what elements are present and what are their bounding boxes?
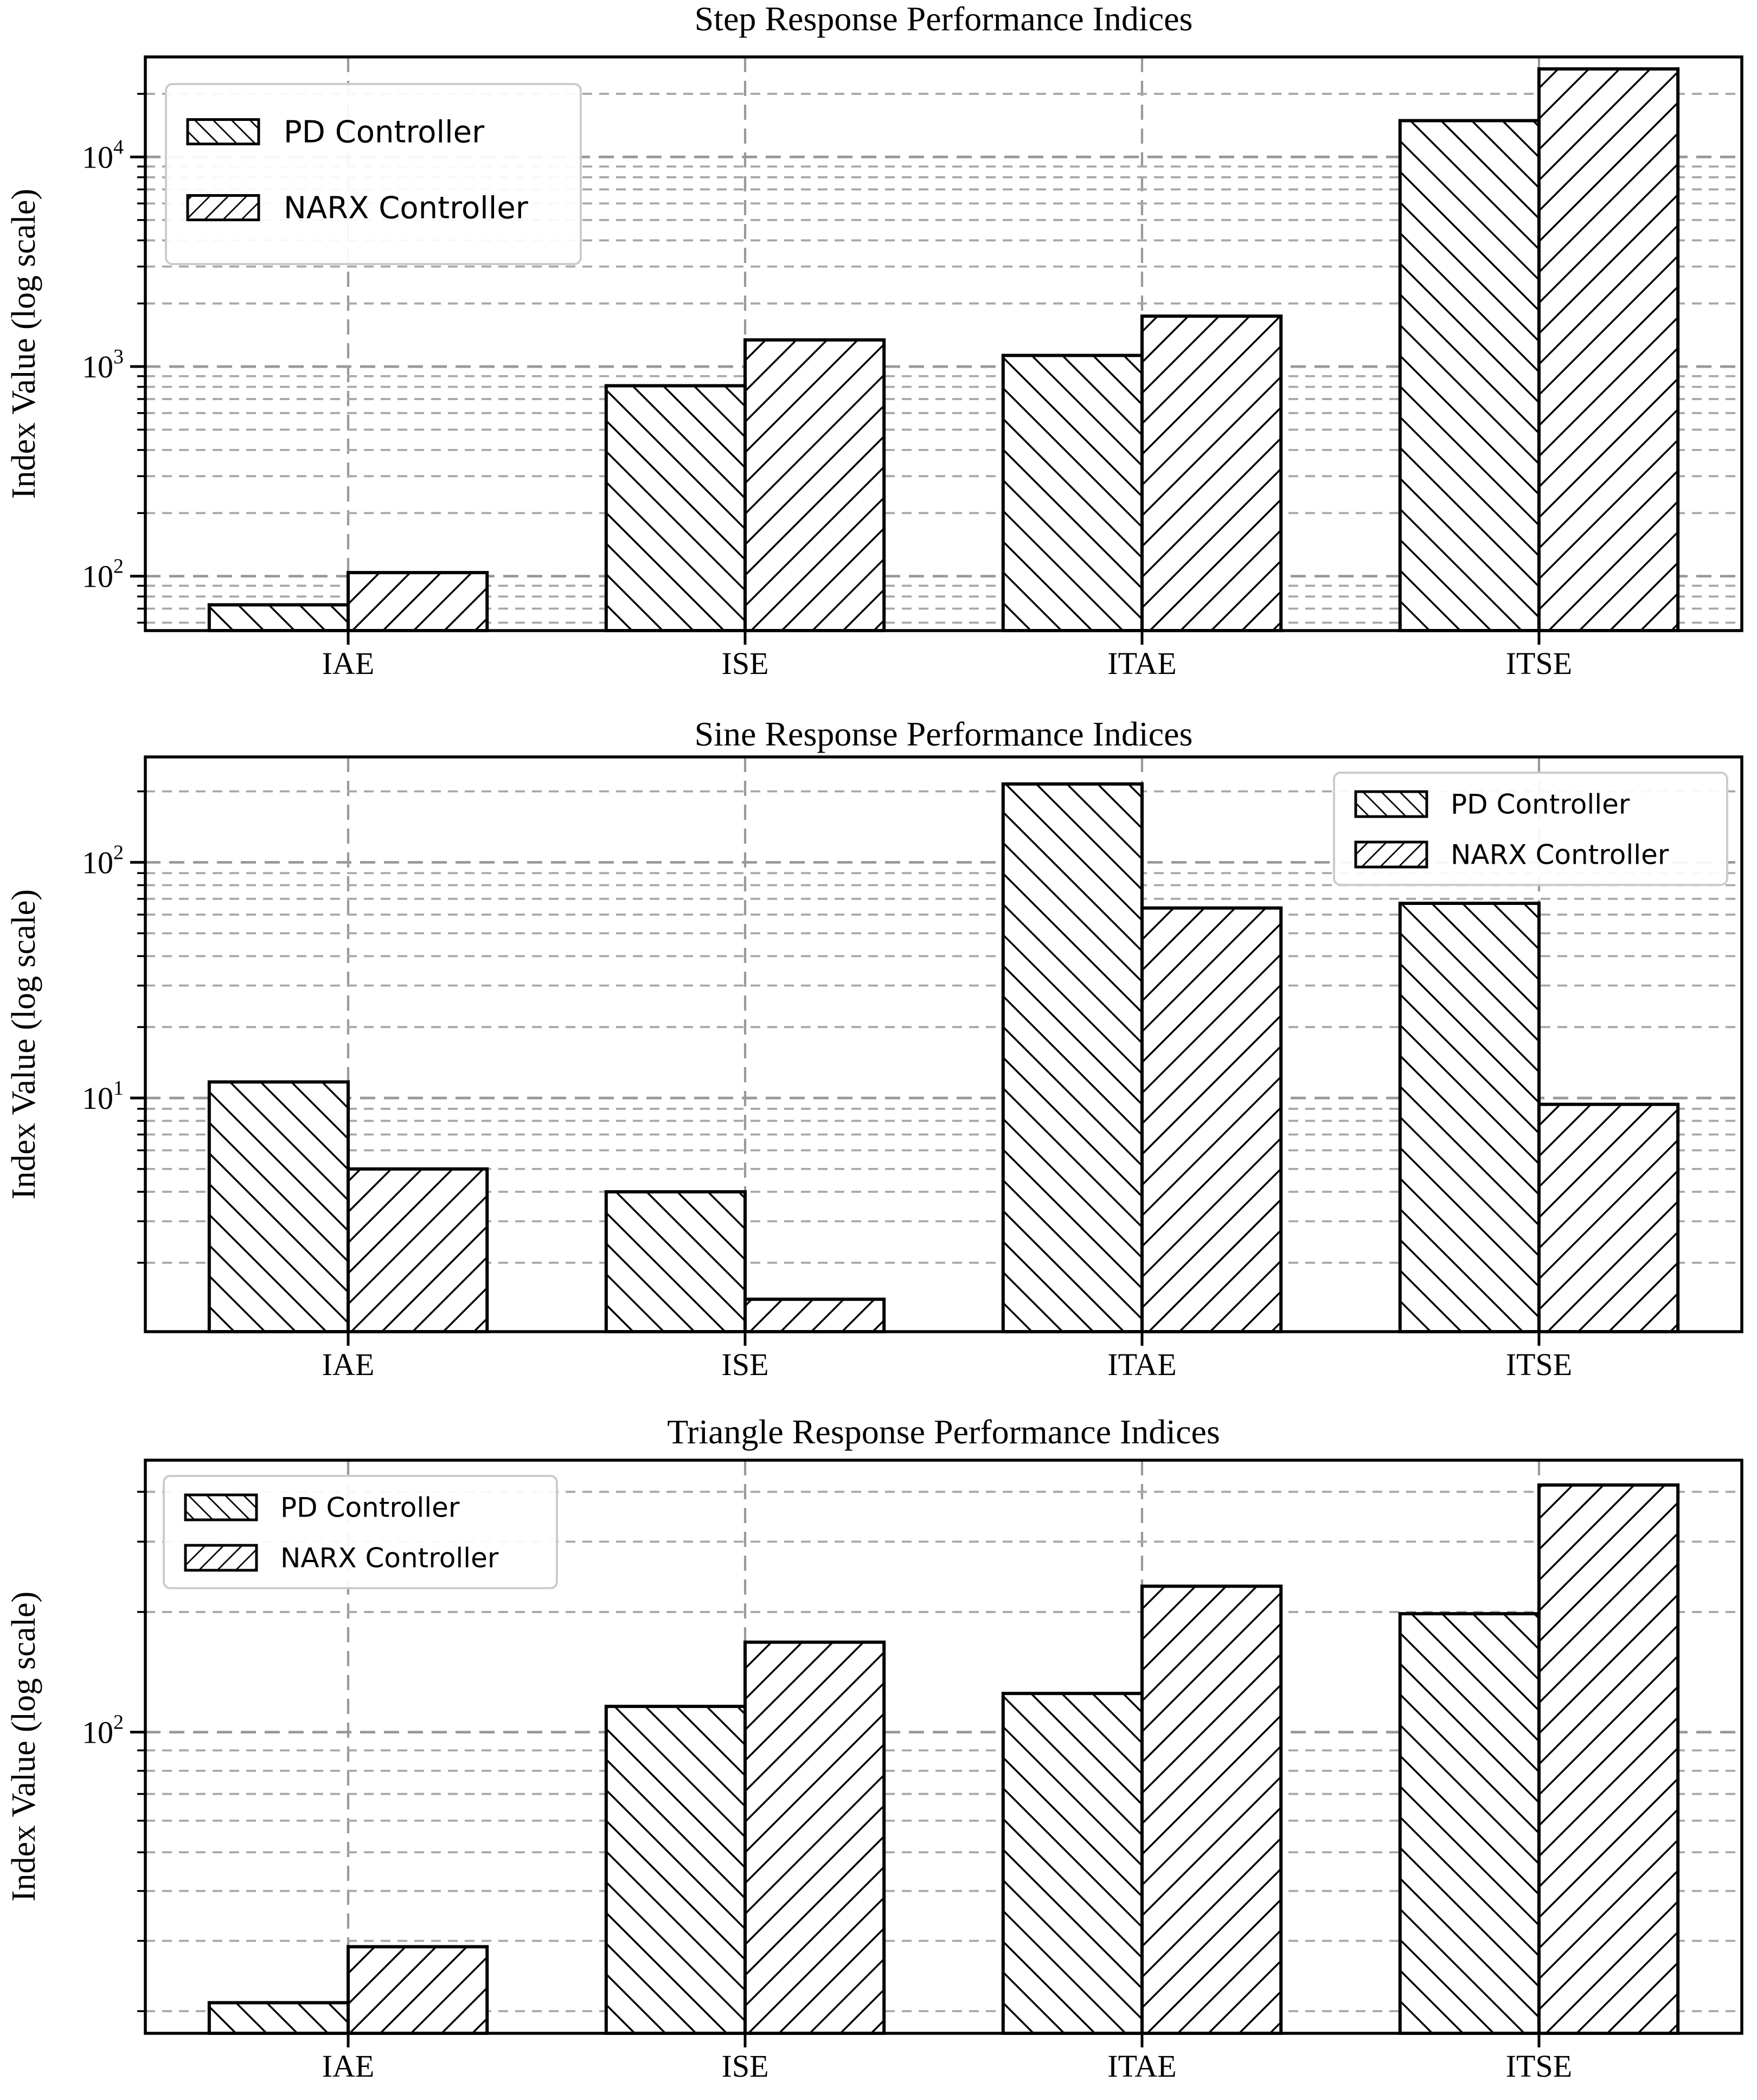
narx-bar-ise [743, 1298, 886, 1334]
sine-response-svg: 101 102 IAE ISE ITAE ITSE PD Controller NARX Co… [5, 715, 1743, 1382]
y-ticks [130, 93, 145, 624]
y-ticks [130, 790, 145, 1264]
sine-plot-area: 101 102 IAE ISE ITAE ITSE PD Controller NARX Co… [82, 755, 1743, 1382]
x-tick-label: ISE [722, 2048, 769, 2084]
x-tick-label: ITAE [1107, 2048, 1176, 2084]
axes-spines [144, 1459, 1743, 2035]
y-tick-label: 102 [82, 841, 124, 880]
legend-box [163, 1475, 558, 1589]
legend: PD Controller NARX Controller [1333, 772, 1728, 886]
narx-legend-swatch [1354, 840, 1428, 869]
pd-bar-ise [604, 1190, 747, 1333]
x-tick-label: IAE [322, 1347, 375, 1382]
y-axis-label: Index Value (log scale) [5, 1591, 42, 1902]
y-tick-labels: 101 102 [82, 841, 124, 1116]
x-tick-label: ITSE [1506, 2048, 1572, 2084]
y-tick-label: 102 [82, 1711, 124, 1750]
x-tick-label: IAE [322, 2048, 375, 2084]
legend-label: NARX Controller [284, 191, 529, 226]
y-tick-labels: 102 103 104 [82, 136, 124, 594]
legend: PD Controller NARX Controller [163, 1475, 558, 1589]
legend: PD Controller NARX Controller [165, 83, 582, 265]
y-tick-label: 101 [82, 1077, 124, 1116]
pd-bar-itse [1398, 901, 1541, 1333]
narx-bar-itse [1537, 1483, 1680, 2035]
pd-bar-ise [604, 1705, 747, 2035]
pd-bar-iae [207, 1080, 350, 1333]
pd-legend-swatch [184, 1493, 258, 1521]
legend-label: NARX Controller [280, 1543, 499, 1574]
chart-title: Step Response Performance Indices [695, 0, 1193, 38]
pd-bar-iae [207, 603, 350, 632]
legend-label: PD Controller [284, 115, 485, 150]
y-tick-label: 104 [82, 136, 124, 175]
bars [207, 1483, 1680, 2035]
x-tick-label: ITAE [1107, 1347, 1176, 1382]
pd-bar-iae [207, 2001, 350, 2035]
narx-bar-itae [1140, 1584, 1283, 2035]
triangle-plot-area: 102 IAE ISE ITAE ITSE PD Controller NARX Contr… [82, 1459, 1743, 2084]
pd-bar-itae [1001, 354, 1144, 633]
x-tick-label: IAE [322, 646, 375, 681]
x-tick-label: ITSE [1506, 1347, 1572, 1382]
y-tick-labels: 102 [82, 1711, 124, 1750]
axes-spines [144, 755, 1743, 1333]
x-tick-label: ISE [722, 1347, 769, 1382]
axes-spines [144, 55, 1743, 632]
step-plot-area: 102 103 104 IAE ISE ITAE ITSE PD Controller NARX… [82, 55, 1743, 681]
pd-legend-swatch [1354, 790, 1428, 818]
x-ticks: IAE ISE ITAE ITSE [322, 2033, 1572, 2084]
narx-bar-itae [1140, 906, 1283, 1333]
pd-legend-swatch [186, 118, 260, 145]
narx-legend-swatch [184, 1544, 258, 1572]
narx-bar-itse [1537, 67, 1680, 633]
pd-bar-itse [1398, 119, 1541, 632]
narx-bar-ise [743, 1640, 886, 2035]
legend-box [1333, 772, 1728, 886]
sine-response-chart: 101 102 IAE ISE ITAE ITSE PD Controller NARX Co… [0, 700, 1757, 1400]
narx-bar-ise [743, 338, 886, 632]
bars [207, 67, 1680, 633]
y-axis-label: Index Value (log scale) [5, 189, 42, 499]
pd-bar-itae [1001, 1692, 1144, 2035]
legend-label: PD Controller [280, 1492, 460, 1524]
x-ticks: IAE ISE ITAE ITSE [322, 631, 1572, 681]
y-ticks [130, 1491, 145, 2012]
narx-bar-itse [1537, 1102, 1680, 1333]
x-tick-label: ISE [722, 646, 769, 681]
pd-bar-itae [1001, 782, 1144, 1334]
narx-bar-iae [347, 1945, 489, 2035]
step-response-chart: 102 103 104 IAE ISE ITAE ITSE PD Controller NARX… [0, 0, 1757, 700]
step-response-svg: 102 103 104 IAE ISE ITAE ITSE PD Controller NARX… [5, 0, 1743, 681]
y-axis-label: Index Value (log scale) [5, 889, 42, 1199]
triangle-response-svg: 102 IAE ISE ITAE ITSE PD Controller NARX Contr… [5, 1412, 1743, 2084]
chart-title: Sine Response Performance Indices [695, 715, 1193, 753]
pd-bar-ise [604, 384, 747, 632]
triangle-response-chart: 102 IAE ISE ITAE ITSE PD Controller NARX Contr… [0, 1400, 1757, 2100]
x-tick-label: ITSE [1506, 646, 1572, 681]
chart-title: Triangle Response Performance Indices [667, 1412, 1220, 1451]
legend-box [165, 83, 582, 265]
bars [207, 782, 1680, 1334]
legend-label: NARX Controller [1451, 839, 1669, 871]
x-ticks: IAE ISE ITAE ITSE [322, 1332, 1572, 1382]
narx-bar-iae [347, 571, 489, 632]
y-tick-label: 103 [82, 345, 124, 384]
x-tick-label: ITAE [1107, 646, 1176, 681]
pd-bar-itse [1398, 1612, 1541, 2035]
narx-bar-itae [1140, 314, 1283, 632]
narx-legend-swatch [186, 194, 260, 221]
y-tick-label: 102 [82, 555, 124, 594]
legend-label: PD Controller [1451, 789, 1630, 820]
narx-bar-iae [347, 1167, 489, 1334]
